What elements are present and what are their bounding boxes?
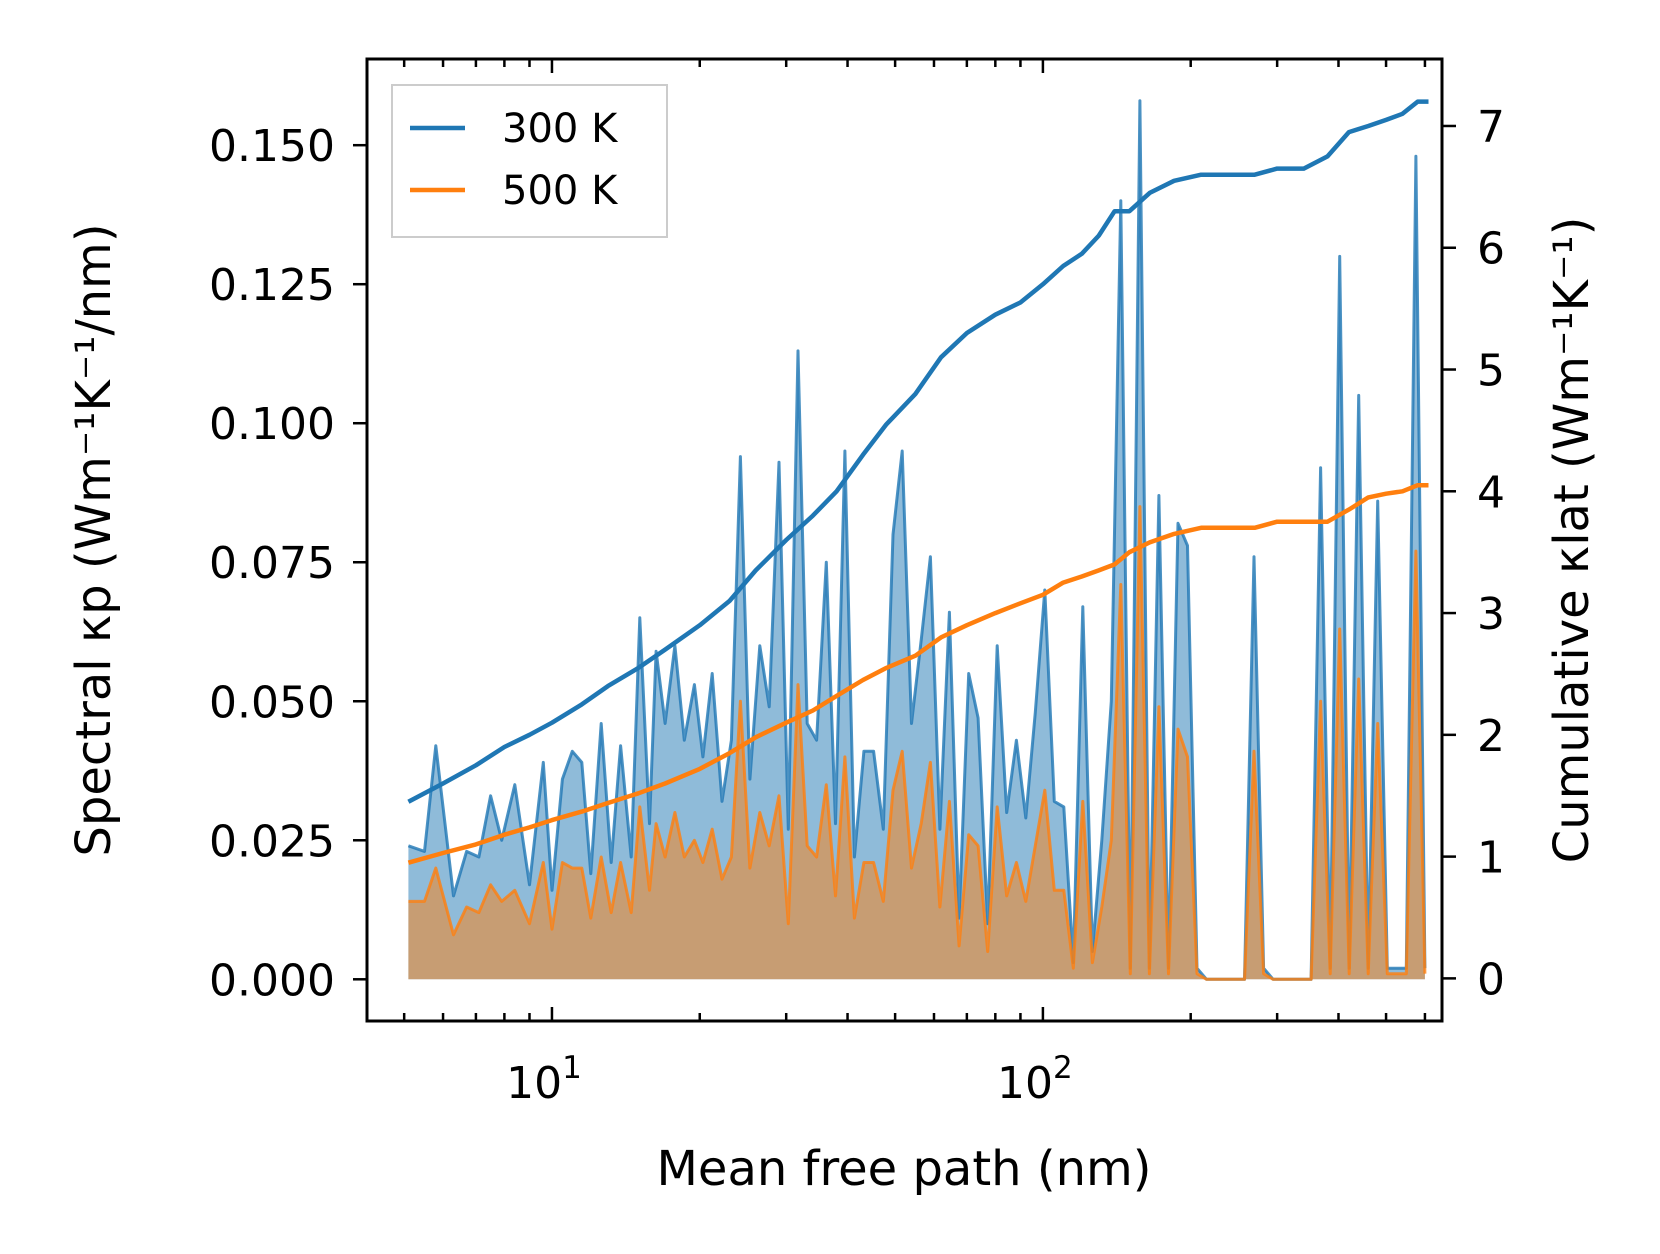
x-tick-label: 101 <box>506 1050 582 1109</box>
y-right-tick-label: 5 <box>1477 346 1505 397</box>
y-left-tick-label: 0.000 <box>209 955 335 1006</box>
y-left-tick-label: 0.100 <box>209 399 335 450</box>
line-layer <box>407 99 1429 865</box>
legend-box <box>391 84 668 238</box>
y-right-tick-label: 0 <box>1477 954 1505 1005</box>
y-left-tick-label: 0.050 <box>209 677 335 728</box>
y-left-tick-label: 0.150 <box>209 121 335 172</box>
cumulative-line-500k <box>407 482 1429 865</box>
spectral-line-300k <box>407 99 1427 981</box>
y-left-tick-label: 0.025 <box>209 816 335 867</box>
left-axis-title: Spectral κp (Wm⁻¹K⁻¹/nm) <box>66 223 122 856</box>
x-tick-label: 102 <box>997 1050 1073 1109</box>
legend-label-300k: 300 K <box>502 106 619 152</box>
y-right-tick-label: 1 <box>1477 833 1505 884</box>
spectral-area-300k <box>408 100 1425 980</box>
y-right-tick-label: 6 <box>1477 224 1505 275</box>
right-axis-title: Cumulative κlat (Wm⁻¹K⁻¹) <box>1544 217 1600 864</box>
y-left-tick-label: 0.075 <box>209 538 335 589</box>
x-axis-title: Mean free path (nm) <box>657 1141 1152 1197</box>
plot-frame <box>365 57 1444 1023</box>
cumulative-line-300k <box>407 99 1429 804</box>
y-right-tick-label: 2 <box>1477 711 1505 762</box>
y-right-tick-label: 4 <box>1477 467 1505 518</box>
spectral-fill-layer <box>407 99 1427 981</box>
spectral-area-500k <box>408 506 1425 980</box>
y-left-tick-label: 0.125 <box>209 260 335 311</box>
legend-label-500k: 500 K <box>502 168 619 214</box>
tick-layer: 101 1020.0000.0250.0500.0750.1000.1250.15… <box>209 59 1505 1109</box>
legend: 300 K 500 K <box>391 84 668 238</box>
y-right-tick-label: 7 <box>1477 102 1505 153</box>
y-right-tick-label: 3 <box>1477 589 1505 640</box>
spectral-line-500k <box>408 505 1427 981</box>
